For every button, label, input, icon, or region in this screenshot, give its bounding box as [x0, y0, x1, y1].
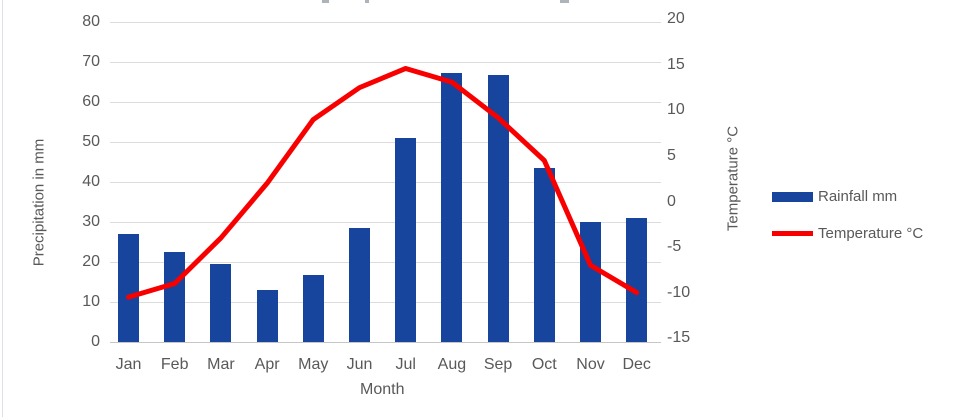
x-label-oct: Oct — [531, 356, 557, 373]
gridline-40 — [110, 182, 661, 183]
bar-aug — [441, 73, 463, 342]
left-tick-60: 60 — [82, 93, 100, 110]
right-tick-5: 5 — [667, 146, 676, 164]
x-label-dec: Dec — [622, 356, 651, 373]
right-tick-10: 10 — [667, 101, 685, 119]
gridline-80 — [110, 22, 661, 23]
bar-may — [302, 274, 324, 342]
x-label-jun: Jun — [346, 356, 373, 373]
legend: Rainfall mm Temperature °C — [772, 188, 923, 262]
bar-sep — [487, 74, 509, 342]
x-label-feb: Feb — [160, 356, 189, 373]
temperature-swatch-icon — [772, 231, 813, 236]
right-tick-15: 15 — [667, 55, 685, 73]
left-tick-50: 50 — [82, 133, 100, 150]
gridline-10 — [110, 302, 661, 303]
gridline-20 — [110, 262, 661, 263]
clipped-title-remnant — [560, 0, 569, 3]
left-tick-80: 80 — [82, 13, 100, 30]
right-axis-title: Temperature °C — [724, 125, 742, 232]
left-tick-40: 40 — [82, 173, 100, 190]
bar-mar — [210, 264, 232, 342]
left-tick-0: 0 — [91, 333, 100, 350]
gridline-0 — [110, 342, 661, 343]
left-axis-title: Precipitation in mm — [30, 138, 48, 267]
legend-label-rainfall: Rainfall mm — [818, 188, 898, 205]
bar-jan — [118, 234, 139, 342]
bar-apr — [256, 290, 278, 342]
bar-dec — [626, 218, 648, 342]
rainfall-swatch-icon — [772, 191, 813, 202]
gridline-70 — [110, 62, 661, 63]
bar-oct — [533, 168, 555, 342]
x-axis-title: Month — [360, 381, 405, 398]
right-tick-20: 20 — [667, 10, 685, 28]
legend-item-rainfall: Rainfall mm — [772, 188, 923, 205]
left-tick-10: 10 — [82, 293, 100, 310]
x-label-aug: Aug — [437, 356, 467, 373]
legend-label-temperature: Temperature °C — [818, 225, 924, 242]
bar-jul — [395, 138, 417, 342]
clipped-title-remnant — [365, 0, 369, 3]
legend-item-temperature: Temperature °C — [772, 225, 923, 242]
gridline-60 — [110, 102, 661, 103]
page-left-border — [2, 0, 3, 417]
x-label-jul: Jul — [395, 356, 416, 373]
right-tick--15: -15 — [667, 329, 691, 347]
x-label-mar: Mar — [207, 356, 235, 373]
right-tick-0: 0 — [667, 192, 676, 210]
left-tick-70: 70 — [82, 53, 100, 70]
bar-jun — [349, 228, 370, 342]
gridline-30 — [110, 222, 661, 223]
x-label-apr: Apr — [254, 356, 280, 373]
clipped-title-remnant — [322, 0, 329, 3]
right-tick--5: -5 — [667, 238, 682, 256]
x-label-nov: Nov — [576, 356, 605, 373]
x-label-sep: Sep — [483, 356, 513, 373]
x-label-may: May — [298, 356, 329, 373]
gridline-50 — [110, 142, 661, 143]
x-label-jan: Jan — [115, 356, 142, 373]
right-tick--10: -10 — [667, 283, 691, 301]
left-tick-20: 20 — [82, 253, 100, 270]
left-tick-30: 30 — [82, 213, 100, 230]
bar-feb — [164, 252, 186, 342]
